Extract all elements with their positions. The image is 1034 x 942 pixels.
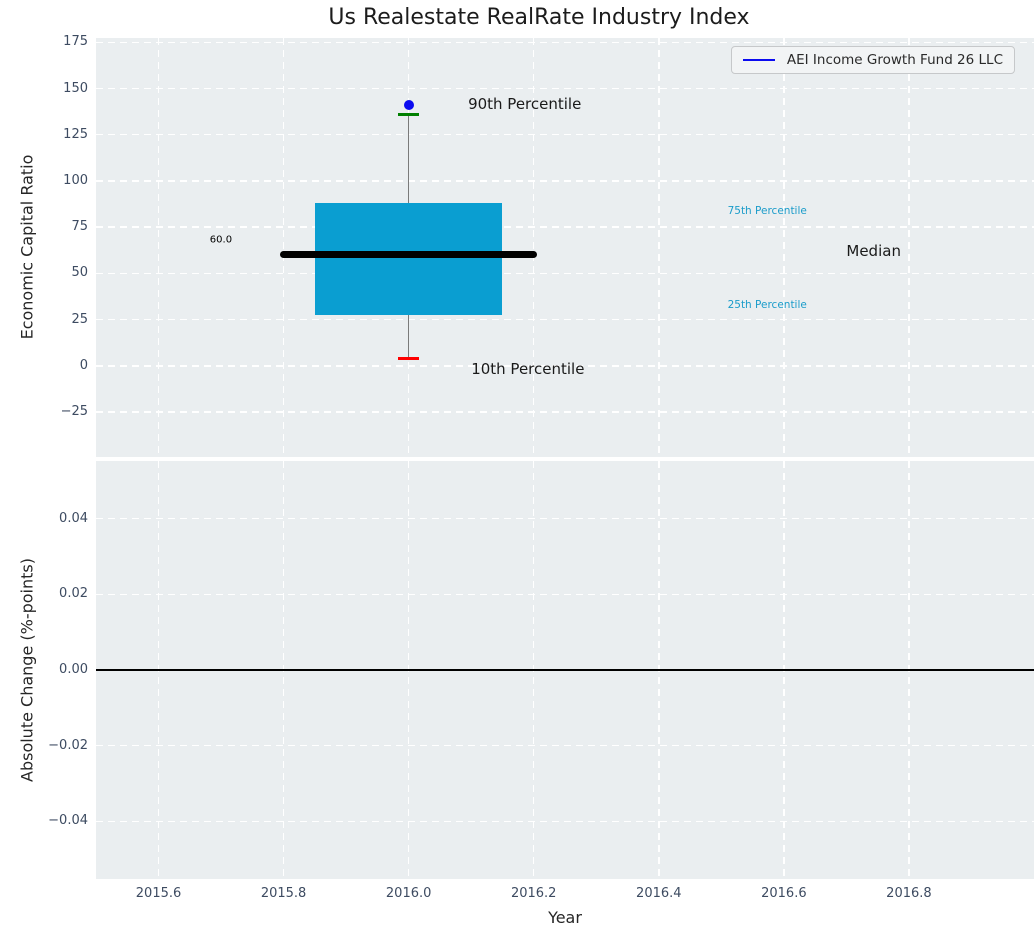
y-tick-label: 0.02 [59,586,88,602]
annotation-25th-percentile: 25th Percentile [727,298,807,311]
annotation-median: Median [846,242,901,261]
top-y-axis-label: Economic Capital Ratio [17,154,37,340]
gridline [96,226,1034,228]
gridline [96,133,1034,136]
annotation-90th-percentile: 90th Percentile [468,95,582,114]
annotation-10th-percentile: 10th Percentile [471,359,585,378]
y-tick-label: −25 [60,404,88,420]
bottom-plot-area [96,461,1034,879]
iqr-box [314,203,503,316]
x-tick-label: 2016.8 [886,886,932,901]
y-tick-label: 0 [79,357,88,373]
x-tick-label: 2016.2 [510,886,557,901]
x-tick-label: 2016.0 [385,886,432,901]
median-line [280,251,537,259]
gridline [96,593,1034,596]
x-tick-label: 2015.8 [260,886,307,901]
p90-cap-line [398,112,420,116]
chart-title: Us Realestate RealRate Industry Index [328,5,750,30]
gridline [96,87,1034,90]
x-axis-label: Year [548,908,582,927]
annotation-75th-percentile: 75th Percentile [727,204,807,217]
bottom-y-axis-label: Absolute Change (%-points) [17,558,37,782]
y-tick-label: 150 [63,80,88,96]
gridline [783,38,785,457]
zero-line [96,669,1034,671]
gridline [96,272,1034,275]
y-tick-label: 50 [71,265,88,281]
gridline [282,38,285,457]
y-tick-label: 75 [71,219,88,235]
x-tick-label: 2016.4 [636,886,682,901]
y-tick-label: −0.04 [48,813,88,829]
y-tick-label: 0.04 [59,510,88,526]
gridline [658,38,660,457]
y-tick-label: −0.02 [48,737,88,753]
p10-cap-line [398,357,420,361]
legend-label: AEI Income Growth Fund 26 LLC [786,52,1003,68]
gridline [96,820,1034,823]
y-tick-label: 175 [63,34,88,50]
y-tick-label: 25 [71,311,88,327]
top-plot-area: 90th Percentile 10th Percentile 75th Perce… [96,38,1034,457]
gridline [96,365,1034,367]
gridline [532,38,535,457]
y-tick-label: 100 [63,172,88,188]
gridline [908,38,910,457]
gridline [96,411,1034,413]
x-tick-label: 2016.6 [761,886,807,901]
gridline [96,41,1034,43]
company-marker-dot [403,100,414,111]
legend: AEI Income Growth Fund 26 LLC [730,46,1015,74]
gridline [96,318,1034,321]
legend-line-icon [742,58,775,62]
x-tick-label: 2015.6 [135,886,182,901]
y-tick-label: 125 [63,126,88,142]
gridline [157,38,160,457]
gridline [96,744,1034,747]
gridline [96,180,1034,182]
annotation-60-0: 60.0 [209,234,233,246]
gridline [96,517,1034,520]
y-tick-label: 0.00 [59,662,88,677]
